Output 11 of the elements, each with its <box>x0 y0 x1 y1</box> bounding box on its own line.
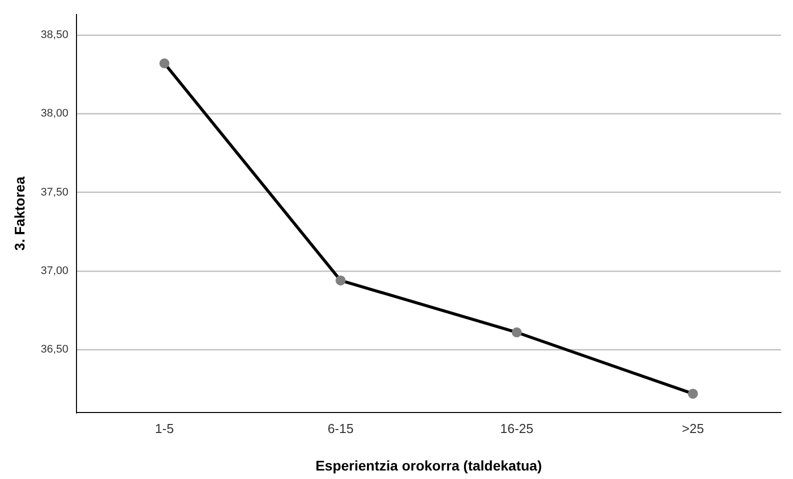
x-tick-label: 16-25 <box>500 420 534 436</box>
y-tick-label: 37,50 <box>40 186 68 198</box>
y-axis-title: 3. Faktorea <box>11 176 28 251</box>
y-tick-label: 38,50 <box>40 29 68 42</box>
y-tick-label: 36,50 <box>40 344 68 356</box>
x-axis-title: Esperientzia orokorra (taldekatua) <box>315 457 542 474</box>
y-tick-label: 38,00 <box>40 108 68 120</box>
x-tick-label: 1-5 <box>155 420 174 436</box>
y-tick-label: 37,00 <box>40 265 68 278</box>
x-tick-label: 6-15 <box>328 420 354 436</box>
x-tick-label: >25 <box>682 420 704 436</box>
